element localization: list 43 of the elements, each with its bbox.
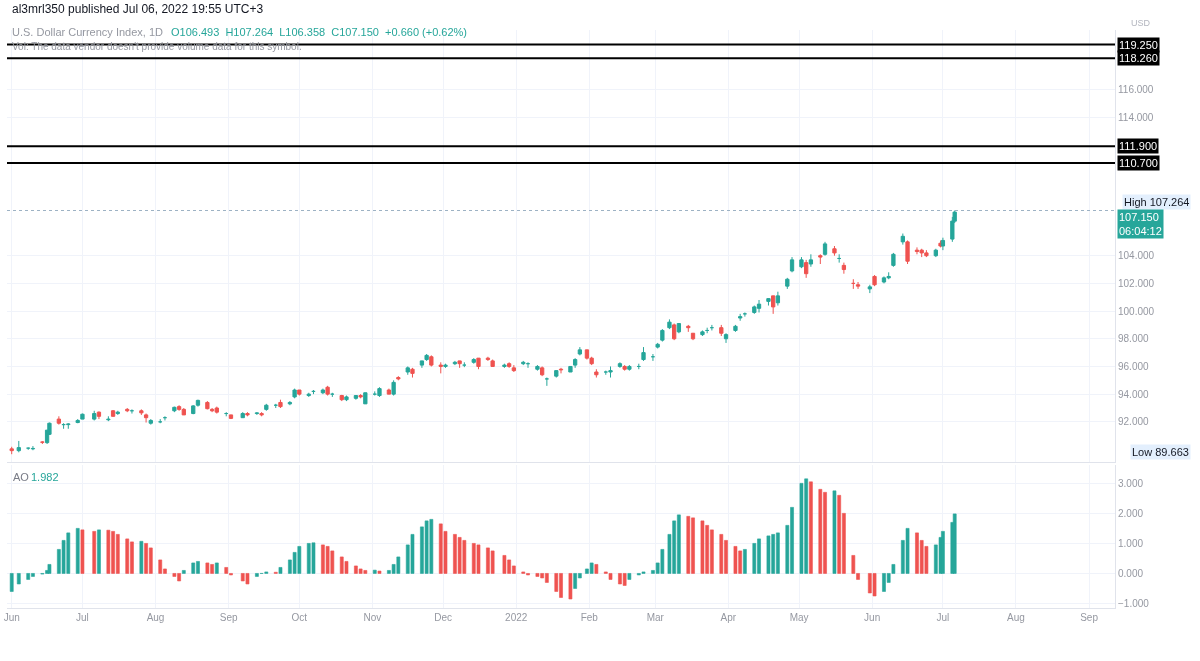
x-tick-label: Sep — [219, 612, 238, 623]
y-tick-label: 3.000 — [1118, 477, 1144, 489]
x-tick-label: Nov — [363, 612, 382, 623]
y-tick-label: 2.000 — [1118, 507, 1144, 519]
x-tick-label: Mar — [646, 612, 665, 623]
x-tick-label: Dec — [434, 612, 453, 623]
y-tick-label: 96.000 — [1118, 360, 1150, 372]
text: al3mrl350 published Jul 06, 2022 19:55 UTC+3 — [12, 2, 264, 16]
y-tick-label: 116.000 — [1118, 84, 1154, 96]
y-tick-label: 92.000 — [1118, 416, 1150, 428]
y-tick-label: −1.000 — [1118, 597, 1150, 609]
text: AO — [13, 471, 30, 483]
ref-line-label: 110.700 — [1119, 157, 1158, 169]
ref-line-label: 119.250 — [1119, 39, 1158, 51]
x-tick-label: Jul — [936, 612, 950, 623]
text: 107.150 06:04:12 — [1119, 211, 1162, 238]
ref-line-label: High 107.264 — [1124, 196, 1190, 208]
x-tick-label: 2022 — [505, 612, 528, 623]
x-tick-label: Jul — [76, 612, 89, 623]
text: Low 89.663 — [1132, 446, 1189, 458]
x-tick-label: Aug — [1007, 612, 1025, 623]
chart-subtitle: O106.493 H107.264 L106.358 C107.150 +0.660 (+0.62%) — [171, 26, 468, 38]
x-tick-label: Oct — [291, 612, 308, 623]
y-tick-label: 102.000 — [1118, 277, 1155, 289]
y-tick-label: 100.000 — [1118, 305, 1155, 317]
ref-line-label: 111.900 — [1119, 140, 1158, 152]
x-tick-label: Aug — [146, 612, 165, 623]
chart-title: U.S. Dollar Currency Index, 1D — [12, 26, 163, 38]
y-tick-label: 0.000 — [1118, 567, 1144, 579]
x-tick-label: May — [789, 612, 809, 623]
x-tick-label: Feb — [580, 612, 599, 623]
x-tick-label: Jun — [3, 612, 20, 623]
x-tick-label: Sep — [1080, 612, 1099, 623]
x-tick-label: Jun — [864, 612, 881, 623]
y-tick-label: 114.000 — [1118, 111, 1154, 123]
y-axis-title: USD — [1131, 18, 1151, 28]
y-tick-label: 1.000 — [1118, 537, 1144, 549]
ref-line-label: 118.260 — [1119, 52, 1158, 64]
y-tick-label: 104.000 — [1118, 250, 1155, 262]
annotation: 1.982 — [31, 471, 59, 483]
x-tick-label: Apr — [720, 612, 737, 623]
y-tick-label: 98.000 — [1118, 333, 1150, 345]
y-tick-label: 94.000 — [1118, 388, 1150, 400]
